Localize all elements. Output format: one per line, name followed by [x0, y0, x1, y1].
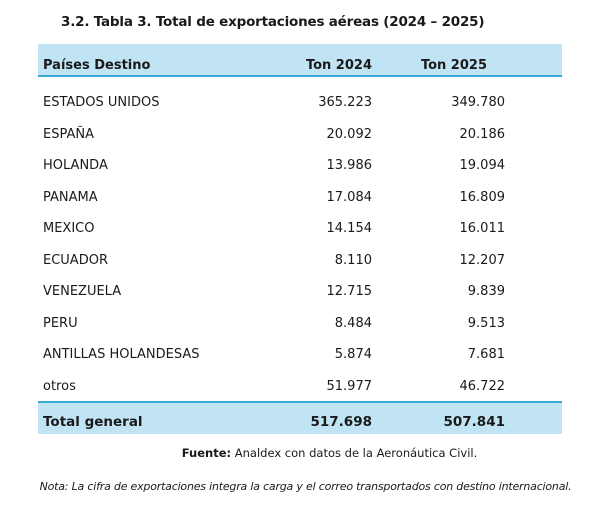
source-text: Analdex con datos de la Aeronáutica Civi…: [231, 446, 478, 460]
header-countries: Países Destino: [43, 58, 151, 73]
total-ton-2025: 507.841: [443, 414, 506, 430]
ton-2025: 9.839: [467, 284, 505, 299]
ton-2025: 16.809: [459, 189, 506, 205]
ton-2024: 5.874: [334, 347, 372, 362]
ton-2024: 17.084: [326, 189, 373, 205]
table-row: ECUADOR 8.110 12.207: [38, 244, 562, 276]
ton-2024: 8.484: [334, 315, 372, 331]
table-row: ANTILLAS HOLANDESAS 5.874 7.681: [38, 338, 562, 370]
ton-2024: 13.986: [326, 158, 373, 173]
ton-2024: 51.977: [326, 378, 373, 394]
ton-2025: 19.094: [459, 158, 506, 173]
country: ESTADOS UNIDOS: [43, 95, 160, 110]
table-row: VENEZUELA 12.715 9.839: [38, 275, 562, 307]
ton-2025: 20.186: [459, 126, 506, 142]
exports-table: Países Destino Ton 2024 Ton 2025 ESTADOS…: [38, 44, 562, 434]
table-title: 3.2. Tabla 3. Total de exportaciones aér…: [61, 14, 485, 30]
source-label: Fuente:: [181, 446, 232, 460]
table-header: Países Destino Ton 2024 Ton 2025: [38, 44, 562, 77]
ton-2024: 20.092: [326, 126, 373, 142]
country: MEXICO: [43, 221, 95, 236]
total-ton-2024: 517.698: [310, 414, 373, 430]
footnote: Nota: La cifra de exportaciones integra …: [39, 480, 572, 493]
country: VENEZUELA: [43, 284, 122, 299]
source-line: Fuente: Analdex con datos de la Aeronáut…: [0, 446, 611, 460]
ton-2024: 365.223: [318, 95, 372, 110]
ton-2025: 349.780: [451, 95, 505, 110]
ton-2024: 8.110: [334, 252, 372, 268]
country: PERU: [43, 315, 78, 331]
ton-2024: 12.715: [326, 284, 373, 299]
table-row: ESPAÑA 20.092 20.186: [38, 118, 562, 150]
country: otros: [43, 378, 76, 394]
country: ESPAÑA: [43, 126, 94, 142]
total-row: Total general 517.698 507.841: [38, 401, 562, 434]
table-row: ESTADOS UNIDOS 365.223 349.780: [38, 86, 562, 118]
ton-2025: 9.513: [467, 315, 505, 331]
country: PANAMA: [43, 189, 98, 205]
ton-2024: 14.154: [326, 221, 373, 236]
country: HOLANDA: [43, 158, 108, 173]
country: ANTILLAS HOLANDESAS: [43, 347, 200, 362]
table-row: PERU 8.484 9.513: [38, 307, 562, 339]
table-row: HOLANDA 13.986 19.094: [38, 149, 562, 181]
table-body: ESTADOS UNIDOS 365.223 349.780 ESPAÑA 20.09…: [38, 77, 562, 401]
total-label: Total general: [43, 414, 143, 430]
table-row: otros 51.977 46.722: [38, 370, 562, 402]
table-row: MEXICO 14.154 16.011: [38, 212, 562, 244]
ton-2025: 16.011: [459, 221, 506, 236]
ton-2025: 7.681: [467, 347, 505, 362]
ton-2025: 46.722: [459, 378, 506, 394]
ton-2025: 12.207: [459, 252, 506, 268]
country: ECUADOR: [43, 252, 108, 268]
table-row: PANAMA 17.084 16.809: [38, 181, 562, 213]
header-ton-2025: Ton 2025: [420, 58, 487, 73]
header-ton-2024: Ton 2024: [305, 58, 372, 73]
